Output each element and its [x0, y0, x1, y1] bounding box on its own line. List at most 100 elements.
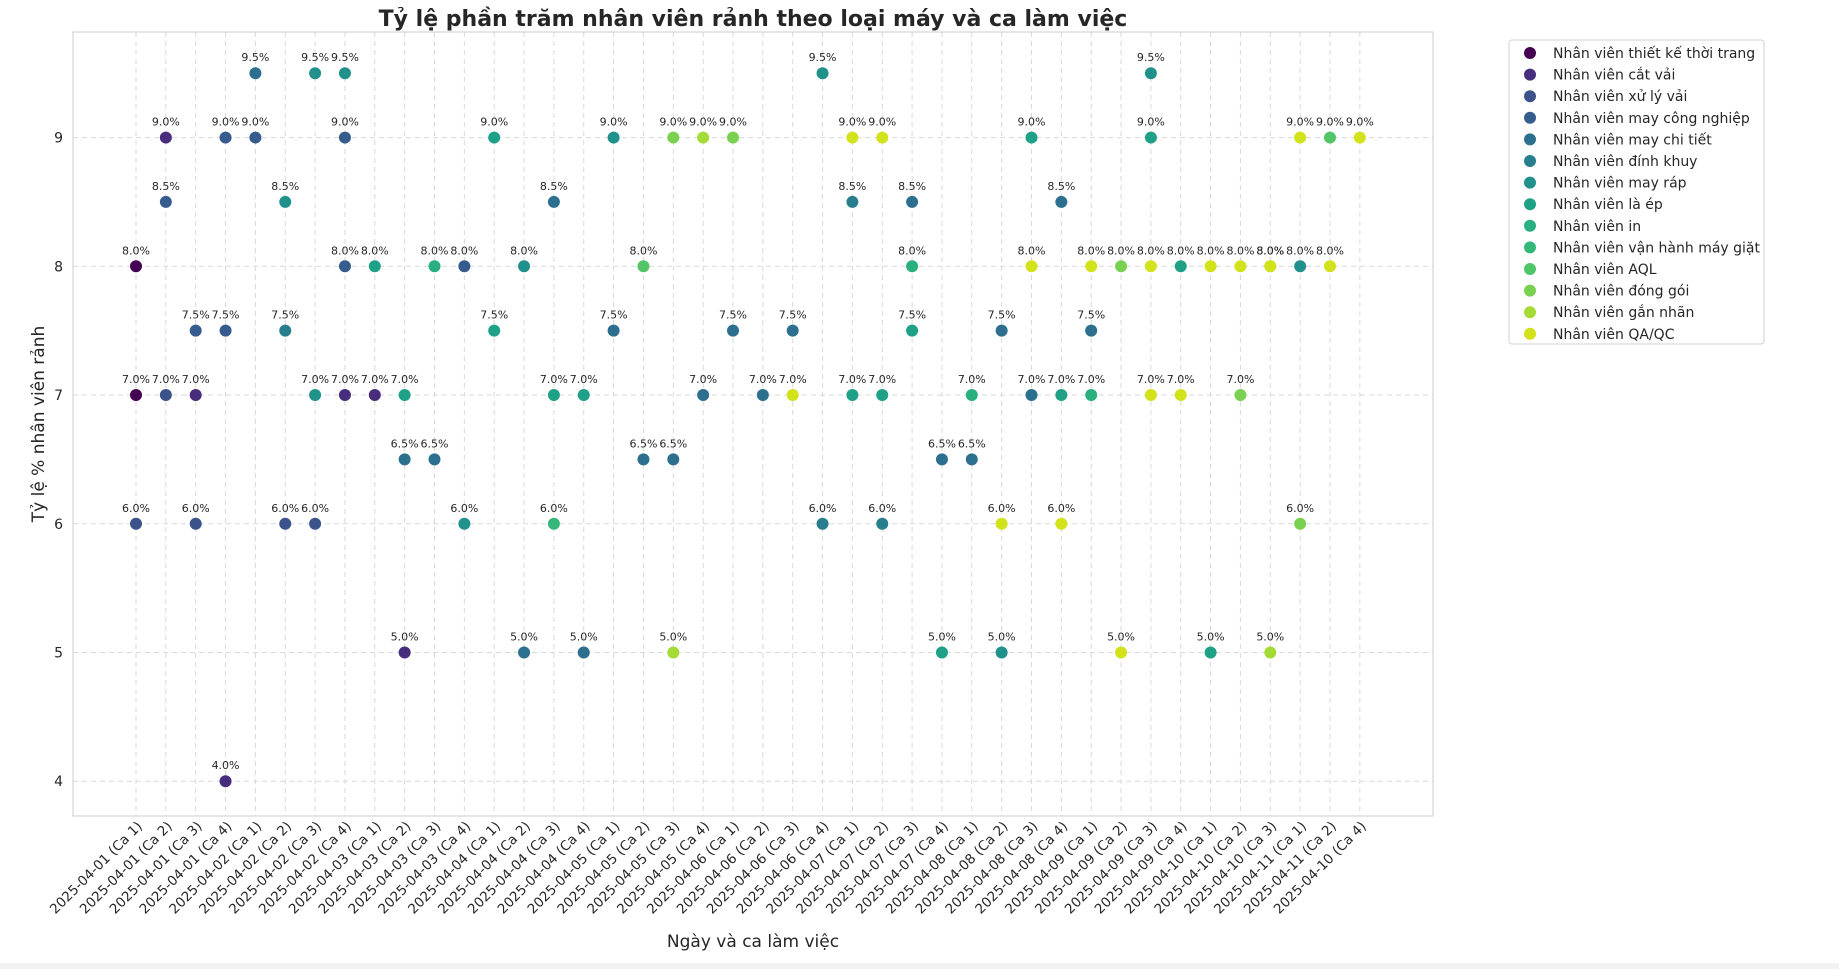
y-axis-label: Tỷ lệ % nhân viên rảnh	[29, 326, 49, 524]
data-point	[1174, 389, 1187, 402]
data-point	[1115, 260, 1128, 273]
data-label: 7.5%	[182, 309, 210, 322]
data-label: 7.0%	[779, 373, 807, 386]
data-point	[338, 67, 351, 80]
data-point	[219, 324, 232, 337]
data-label: 8.0%	[898, 244, 926, 257]
data-point	[935, 453, 948, 466]
data-label: 5.0%	[510, 631, 538, 644]
legend-marker	[1524, 47, 1536, 59]
legend-marker	[1524, 327, 1536, 340]
legend-label: Nhân viên in	[1553, 219, 1641, 235]
data-label: 7.0%	[1226, 373, 1254, 386]
data-point	[995, 324, 1008, 337]
data-point	[667, 646, 680, 659]
data-point	[846, 195, 859, 208]
data-point	[1055, 195, 1068, 208]
data-label: 5.0%	[391, 631, 419, 644]
data-point	[249, 131, 262, 144]
data-label: 9.0%	[838, 116, 866, 129]
data-point	[1085, 389, 1098, 402]
legend-label: Nhân viên may chi tiết	[1553, 131, 1712, 148]
data-point	[1025, 260, 1038, 273]
data-point	[876, 131, 889, 144]
data-point	[1353, 131, 1366, 144]
data-point	[1234, 260, 1247, 273]
data-label: 7.0%	[331, 373, 359, 386]
data-label: 6.0%	[122, 502, 150, 515]
data-label: 6.5%	[958, 437, 986, 450]
y-tick-label: 8	[54, 259, 63, 275]
data-point	[189, 324, 202, 337]
data-point	[727, 131, 739, 144]
data-point	[816, 517, 829, 530]
data-point	[1144, 389, 1157, 402]
data-point	[219, 131, 232, 144]
data-point	[130, 260, 142, 273]
data-label: 8.5%	[1047, 180, 1075, 193]
legend-marker	[1524, 133, 1536, 146]
data-label: 7.5%	[779, 309, 807, 322]
data-label: 8.0%	[1077, 244, 1105, 257]
data-point	[1085, 324, 1098, 337]
data-label: 7.0%	[152, 373, 180, 386]
legend-marker	[1524, 176, 1536, 189]
data-label: 9.0%	[212, 116, 240, 129]
data-label: 8.5%	[540, 180, 568, 193]
data-label: 6.0%	[450, 502, 478, 515]
data-point	[488, 131, 501, 144]
data-point	[189, 389, 202, 402]
data-point	[667, 453, 680, 466]
data-point	[398, 453, 411, 466]
data-point	[607, 131, 620, 144]
data-label: 8.5%	[838, 180, 866, 193]
legend-label: Nhân viên là ép	[1553, 197, 1663, 213]
data-label: 8.0%	[450, 244, 478, 257]
data-label: 7.5%	[719, 309, 747, 322]
data-point	[547, 195, 560, 208]
data-label: 7.0%	[1137, 373, 1165, 386]
data-point	[577, 646, 590, 659]
data-point	[279, 195, 292, 208]
data-label: 6.0%	[301, 502, 329, 515]
data-label: 9.0%	[600, 116, 628, 129]
legend-marker	[1524, 284, 1536, 297]
data-point	[130, 389, 142, 402]
data-point	[756, 389, 769, 402]
data-point	[846, 389, 859, 402]
data-point	[786, 324, 799, 337]
data-label: 8.5%	[271, 180, 299, 193]
data-label: 9.0%	[241, 116, 269, 129]
data-point	[1324, 131, 1336, 144]
data-point	[637, 453, 650, 466]
data-point	[309, 517, 322, 530]
data-label: 6.5%	[659, 437, 687, 450]
data-point	[279, 517, 292, 530]
data-point	[249, 67, 262, 80]
chart-title: Tỷ lệ phần trăm nhân viên rảnh theo loại…	[379, 7, 1128, 32]
data-point	[637, 260, 650, 273]
data-point	[547, 389, 560, 402]
data-label: 5.0%	[988, 631, 1016, 644]
data-label: 9.5%	[331, 51, 359, 64]
legend-marker	[1524, 155, 1536, 167]
data-point	[1025, 131, 1038, 144]
data-label: 7.5%	[600, 309, 628, 322]
data-label: 5.0%	[570, 631, 598, 644]
data-point	[428, 260, 441, 273]
data-point	[159, 389, 172, 402]
legend-label: Nhân viên đóng gói	[1553, 284, 1689, 300]
data-label: 4.0%	[212, 759, 240, 772]
data-point	[1055, 389, 1068, 402]
data-point	[1324, 260, 1336, 273]
x-axis-label: Ngày và ca làm việc	[667, 932, 839, 952]
data-point	[846, 131, 859, 144]
y-tick-labels: 4 5 6 7 8 9	[54, 131, 63, 791]
data-labels: 8.0% 7.0% 9.0% 7.0% 4.0% 7.0% 7.0% 5.0% 6.0% 7.0%…	[122, 51, 1374, 772]
data-point	[1294, 131, 1307, 144]
legend: Nhân viên thiết kế thời trang Nhân viên c…	[1508, 39, 1765, 345]
legend-label: Nhân viên cắt vải	[1553, 67, 1675, 84]
data-label: 8.0%	[1316, 244, 1344, 257]
data-label: 7.0%	[1077, 373, 1105, 386]
